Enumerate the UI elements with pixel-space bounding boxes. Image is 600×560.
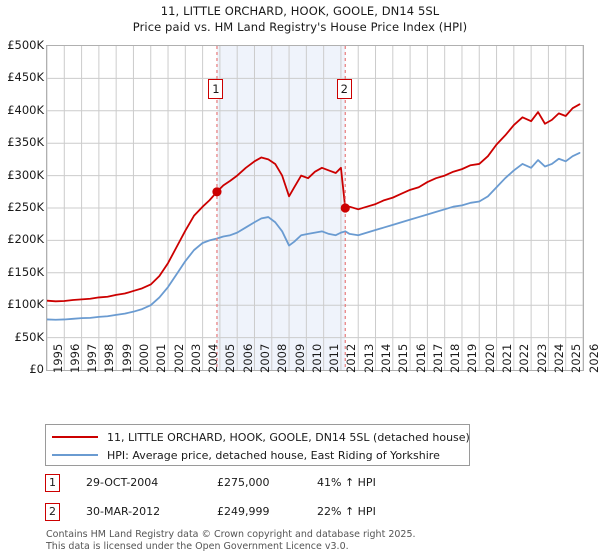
page-title: 11, LITTLE ORCHARD, HOOK, GOOLE, DN14 5S… — [160, 4, 440, 18]
transaction-date-2: 30-MAR-2012 — [86, 505, 161, 518]
chart-svg — [47, 46, 583, 370]
transaction-hpi-delta-2: 22% ↑ HPI — [317, 505, 376, 518]
y-axis-tick-label: £0 — [29, 362, 44, 376]
x-axis-tick-label: 2022 — [517, 343, 532, 373]
x-axis-tick-label: 2020 — [482, 343, 497, 373]
x-axis-tick-label: 1996 — [67, 343, 82, 373]
y-axis: £0 £50K £100K £150K £200K £250K £300K £350K £400… — [0, 0, 44, 420]
y-axis-tick-label: £150K — [7, 264, 44, 279]
x-axis-tick-label: 2003 — [188, 343, 203, 373]
plot-area — [46, 45, 584, 371]
legend-item-property: 11, LITTLE ORCHARD, HOOK, GOOLE, DN14 5S… — [52, 428, 470, 446]
legend-item-hpi: HPI: Average price, detached house, East… — [52, 446, 440, 464]
x-axis-tick-label: 2002 — [171, 343, 186, 373]
x-axis-tick-label: 2008 — [275, 343, 290, 373]
x-axis-tick-label: 2021 — [500, 343, 515, 373]
y-axis-tick-label: £50K — [14, 329, 45, 344]
y-axis-tick-label: £300K — [7, 167, 44, 182]
transaction-date-1: 29-OCT-2004 — [86, 476, 159, 489]
x-axis-tick-label: 2006 — [240, 343, 255, 373]
x-axis-tick-label: 2001 — [154, 343, 169, 373]
transaction-hpi-delta-1: 41% ↑ HPI — [317, 476, 376, 489]
y-axis-tick-label: £500K — [7, 38, 44, 52]
legend-label-property: 11, LITTLE ORCHARD, HOOK, GOOLE, DN14 5S… — [107, 430, 470, 444]
x-axis-tick-label: 2019 — [465, 343, 480, 373]
footer: Contains HM Land Registry data © Crown c… — [46, 529, 586, 552]
x-axis-tick-label: 1998 — [102, 343, 117, 373]
transaction-badge-2: 2 — [45, 503, 60, 521]
chart-legend: 11, LITTLE ORCHARD, HOOK, GOOLE, DN14 5S… — [45, 424, 470, 466]
x-axis-tick-label: 2016 — [413, 343, 428, 373]
y-axis-tick-label: £450K — [7, 70, 44, 85]
x-axis-tick-label: 2026 — [586, 343, 600, 373]
footer-copyright-line: Contains HM Land Registry data © Crown c… — [46, 529, 416, 540]
x-axis-tick-label: 2023 — [534, 343, 549, 373]
chart-marker-callout-1: 1 — [208, 79, 224, 99]
legend-swatch-hpi — [52, 454, 98, 456]
x-axis-tick-label: 1999 — [119, 343, 134, 373]
transaction-price-2: £249,999 — [217, 505, 270, 518]
x-axis: 1995 1996 1997 1998 1999 2000 2001 2002 2003 2004… — [50, 343, 600, 373]
x-axis-tick-label: 1997 — [85, 343, 100, 373]
x-axis-tick-label: 2025 — [569, 343, 584, 373]
x-axis-tick-label: 2000 — [136, 343, 151, 373]
x-axis-tick-label: 2005 — [223, 343, 238, 373]
x-axis-tick-label: 2009 — [292, 343, 307, 373]
y-axis-tick-label: £250K — [7, 200, 44, 214]
legend-label-hpi: HPI: Average price, detached house, East… — [107, 448, 440, 462]
x-axis-tick-label: 2015 — [396, 343, 411, 373]
y-axis-tick-label: £100K — [7, 297, 44, 312]
x-axis-tick-label: 2012 — [344, 343, 359, 373]
y-axis-tick-label: £400K — [7, 102, 44, 117]
x-axis-tick-label: 2011 — [327, 343, 342, 373]
footer-licence-line: This data is licensed under the Open Gov… — [46, 540, 349, 552]
x-axis-tick-label: 2007 — [257, 343, 272, 373]
transaction-badge-1: 1 — [45, 474, 60, 492]
x-axis-tick-label: 2018 — [448, 343, 463, 373]
x-axis-tick-label: 2004 — [206, 343, 221, 373]
chart-marker-callout-2: 2 — [336, 79, 352, 99]
y-axis-tick-label: £350K — [7, 135, 44, 150]
y-axis-tick-label: £200K — [7, 232, 44, 247]
chart-title-block: 11, LITTLE ORCHARD, HOOK, GOOLE, DN14 5S… — [0, 3, 600, 35]
x-axis-tick-label: 2014 — [379, 343, 394, 373]
legend-swatch-property — [52, 436, 98, 438]
page-subtitle: Price paid vs. HM Land Registry's House … — [132, 20, 468, 34]
x-axis-tick-label: 2024 — [551, 343, 566, 373]
x-axis-tick-label: 2013 — [361, 343, 376, 373]
transaction-price-1: £275,000 — [217, 476, 270, 489]
x-axis-tick-label: 2010 — [309, 343, 324, 373]
x-axis-tick-label: 2017 — [430, 343, 445, 373]
x-axis-tick-label: 1995 — [50, 343, 65, 373]
